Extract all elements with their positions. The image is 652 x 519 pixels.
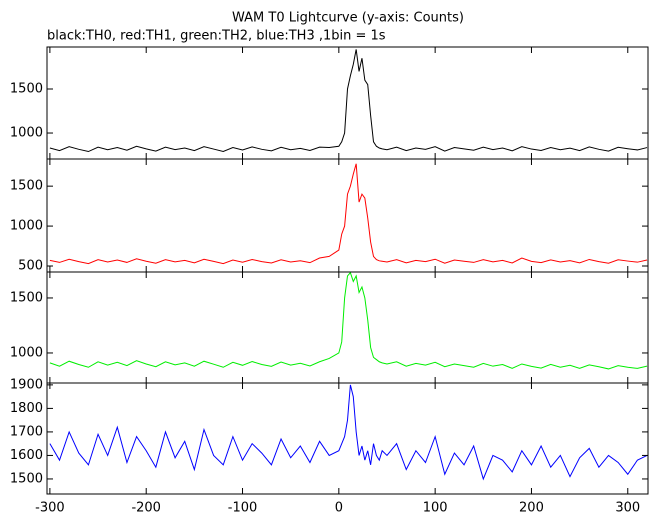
y-tick-label: 1600 — [10, 448, 43, 463]
x-tick-label: -300 — [35, 501, 65, 516]
x-tick-label: 100 — [423, 501, 448, 516]
lightcurve — [49, 163, 648, 265]
x-tick-label: 200 — [519, 501, 544, 516]
chart-title: WAM T0 Lightcurve (y-axis: Counts) — [232, 11, 464, 26]
chart-subtitle: black:TH0, red:TH1, green:TH2, blue:TH3 … — [47, 29, 386, 44]
panel-plot — [49, 49, 648, 153]
y-tick-label: 1000 — [10, 126, 43, 141]
y-tick-label: 1500 — [10, 290, 43, 305]
panel-frame — [46, 158, 649, 273]
panel-plot — [49, 163, 648, 265]
y-tick-label: 1000 — [10, 219, 43, 234]
y-tick-label: 1000 — [10, 345, 43, 360]
y-tick-label: 1700 — [10, 424, 43, 439]
y-tick-label: 1800 — [10, 401, 43, 416]
panel-frame — [46, 382, 649, 495]
lightcurve — [49, 49, 648, 153]
y-tick-label: 1900 — [10, 377, 43, 392]
x-tick-label: 0 — [335, 501, 343, 516]
y-tick-label: 1500 — [10, 471, 43, 486]
x-tick-label: -200 — [131, 501, 161, 516]
lightcurve — [49, 272, 648, 370]
panel-plot — [49, 384, 648, 481]
panel-plot — [49, 272, 648, 370]
y-tick-label: 500 — [18, 259, 43, 274]
lightcurve — [49, 384, 648, 481]
x-tick-label: -100 — [228, 501, 258, 516]
y-tick-label: 1500 — [10, 179, 43, 194]
panel-frame — [46, 46, 649, 160]
y-tick-label: 1500 — [10, 82, 43, 97]
x-tick-label: 300 — [615, 501, 640, 516]
